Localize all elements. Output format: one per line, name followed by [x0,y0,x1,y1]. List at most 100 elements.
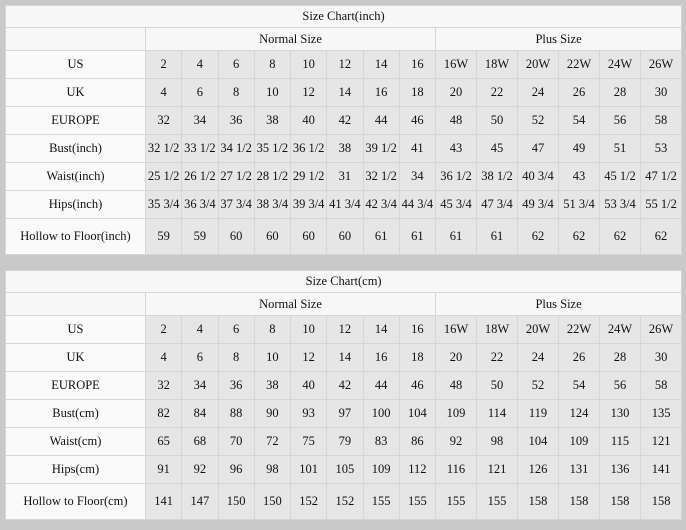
size-cell: 62 [517,218,559,255]
size-cell: 62 [558,218,600,255]
size-cell: 16 [398,315,437,344]
size-cell: 112 [398,455,437,484]
size-cell: 92 [181,455,219,484]
size-cell: 34 [181,371,219,400]
size-cell: 30 [639,343,683,372]
size-cell: 8 [253,50,292,79]
size-cell: 32 [144,106,183,135]
size-cell: 130 [599,399,641,428]
table-row: US 2 4 6 8 10 12 14 16 16W 18W 20W 22W 24W 26W [5,315,683,344]
table-row: Hips(cm) 91 92 96 98 101 105 109 112 116 121 126 131… [5,455,683,484]
size-cell: 61 [435,218,477,255]
size-cell: 62 [599,218,641,255]
size-cell: 4 [144,343,183,372]
size-cell: 36 1/2 [435,162,477,191]
size-cell: 72 [253,427,292,456]
row-label: Waist(inch) [5,162,146,191]
size-chart-cm: Size Chart(cm) Normal Size Plus Size US 2 4 6 8… [4,270,683,520]
size-cell: 98 [253,455,292,484]
size-cell: 20W [517,315,559,344]
size-cell: 158 [517,483,559,520]
size-cell: 124 [558,399,600,428]
size-cell: 45 3/4 [435,190,477,219]
size-cell: 56 [599,106,641,135]
size-cell: 36 1/2 [289,134,328,163]
size-cell: 97 [326,399,364,428]
size-cell: 38 3/4 [253,190,292,219]
size-cell: 32 [144,371,183,400]
size-cell: 141 [639,455,683,484]
size-cell: 45 1/2 [599,162,641,191]
size-cell: 100 [362,399,400,428]
size-cell: 62 [639,218,683,255]
size-cell: 16 [398,50,437,79]
header-blank [5,27,146,51]
size-cell: 61 [476,218,518,255]
size-cell: 20W [517,50,559,79]
size-cell: 30 [639,78,683,107]
size-cell: 28 [599,78,641,107]
size-cell: 12 [289,343,328,372]
size-cell: 41 [398,134,437,163]
size-cell: 45 [476,134,518,163]
size-cell: 22 [476,343,518,372]
size-cell: 36 3/4 [181,190,219,219]
size-cell: 46 [398,371,437,400]
size-cell: 42 [326,106,364,135]
row-label: US [5,50,146,79]
size-cell: 121 [639,427,683,456]
size-cell: 10 [289,315,328,344]
size-cell: 90 [253,399,292,428]
size-cell: 42 3/4 [362,190,400,219]
size-cell: 68 [181,427,219,456]
size-cell: 47 1/2 [639,162,683,191]
size-cell: 26 [558,343,600,372]
table-row: Hips(inch) 35 3/4 36 3/4 37 3/4 38 3/4 39 3/4… [5,190,683,219]
size-cell: 61 [362,218,400,255]
size-cell: 39 3/4 [289,190,328,219]
size-cell: 43 [558,162,600,191]
size-cell: 22W [558,315,600,344]
size-cell: 12 [289,78,328,107]
size-cell: 12 [326,315,364,344]
size-cell: 28 [599,343,641,372]
size-cell: 24 [517,343,559,372]
size-cell: 75 [289,427,328,456]
size-cell: 60 [326,218,364,255]
size-cell: 29 1/2 [289,162,328,191]
size-cell: 155 [398,483,437,520]
size-cell: 119 [517,399,559,428]
size-cell: 135 [639,399,683,428]
size-cell: 61 [398,218,437,255]
size-cell: 16W [435,50,477,79]
size-cell: 109 [558,427,600,456]
size-cell: 35 1/2 [253,134,292,163]
group-normal-size: Normal Size [145,27,436,51]
size-cell: 18W [476,315,518,344]
size-cell: 155 [362,483,400,520]
size-cell: 16 [362,343,400,372]
size-cell: 58 [639,371,683,400]
row-label: UK [5,78,146,107]
size-cell: 28 1/2 [253,162,292,191]
row-label: Waist(cm) [5,427,146,456]
size-cell: 155 [435,483,477,520]
chart-title: Size Chart(cm) [4,270,683,293]
size-cell: 54 [558,371,600,400]
size-cell: 150 [217,483,255,520]
table-row: Waist(cm) 65 68 70 72 75 79 83 86 92 98 104 109 115 12… [5,427,683,456]
size-cell: 6 [217,315,255,344]
size-cell: 56 [599,371,641,400]
size-cell: 20 [435,78,477,107]
size-cell: 131 [558,455,600,484]
size-cell: 52 [517,106,559,135]
size-cell: 34 [398,162,437,191]
size-cell: 44 [362,371,400,400]
row-label: Hips(cm) [5,455,146,484]
size-cell: 141 [144,483,183,520]
size-cell: 152 [289,483,328,520]
size-cell: 26W [639,50,683,79]
size-cell: 147 [181,483,219,520]
table-row: Waist(inch) 25 1/2 26 1/2 27 1/2 28 1/2 29 1/… [5,162,683,191]
size-cell: 49 3/4 [517,190,559,219]
